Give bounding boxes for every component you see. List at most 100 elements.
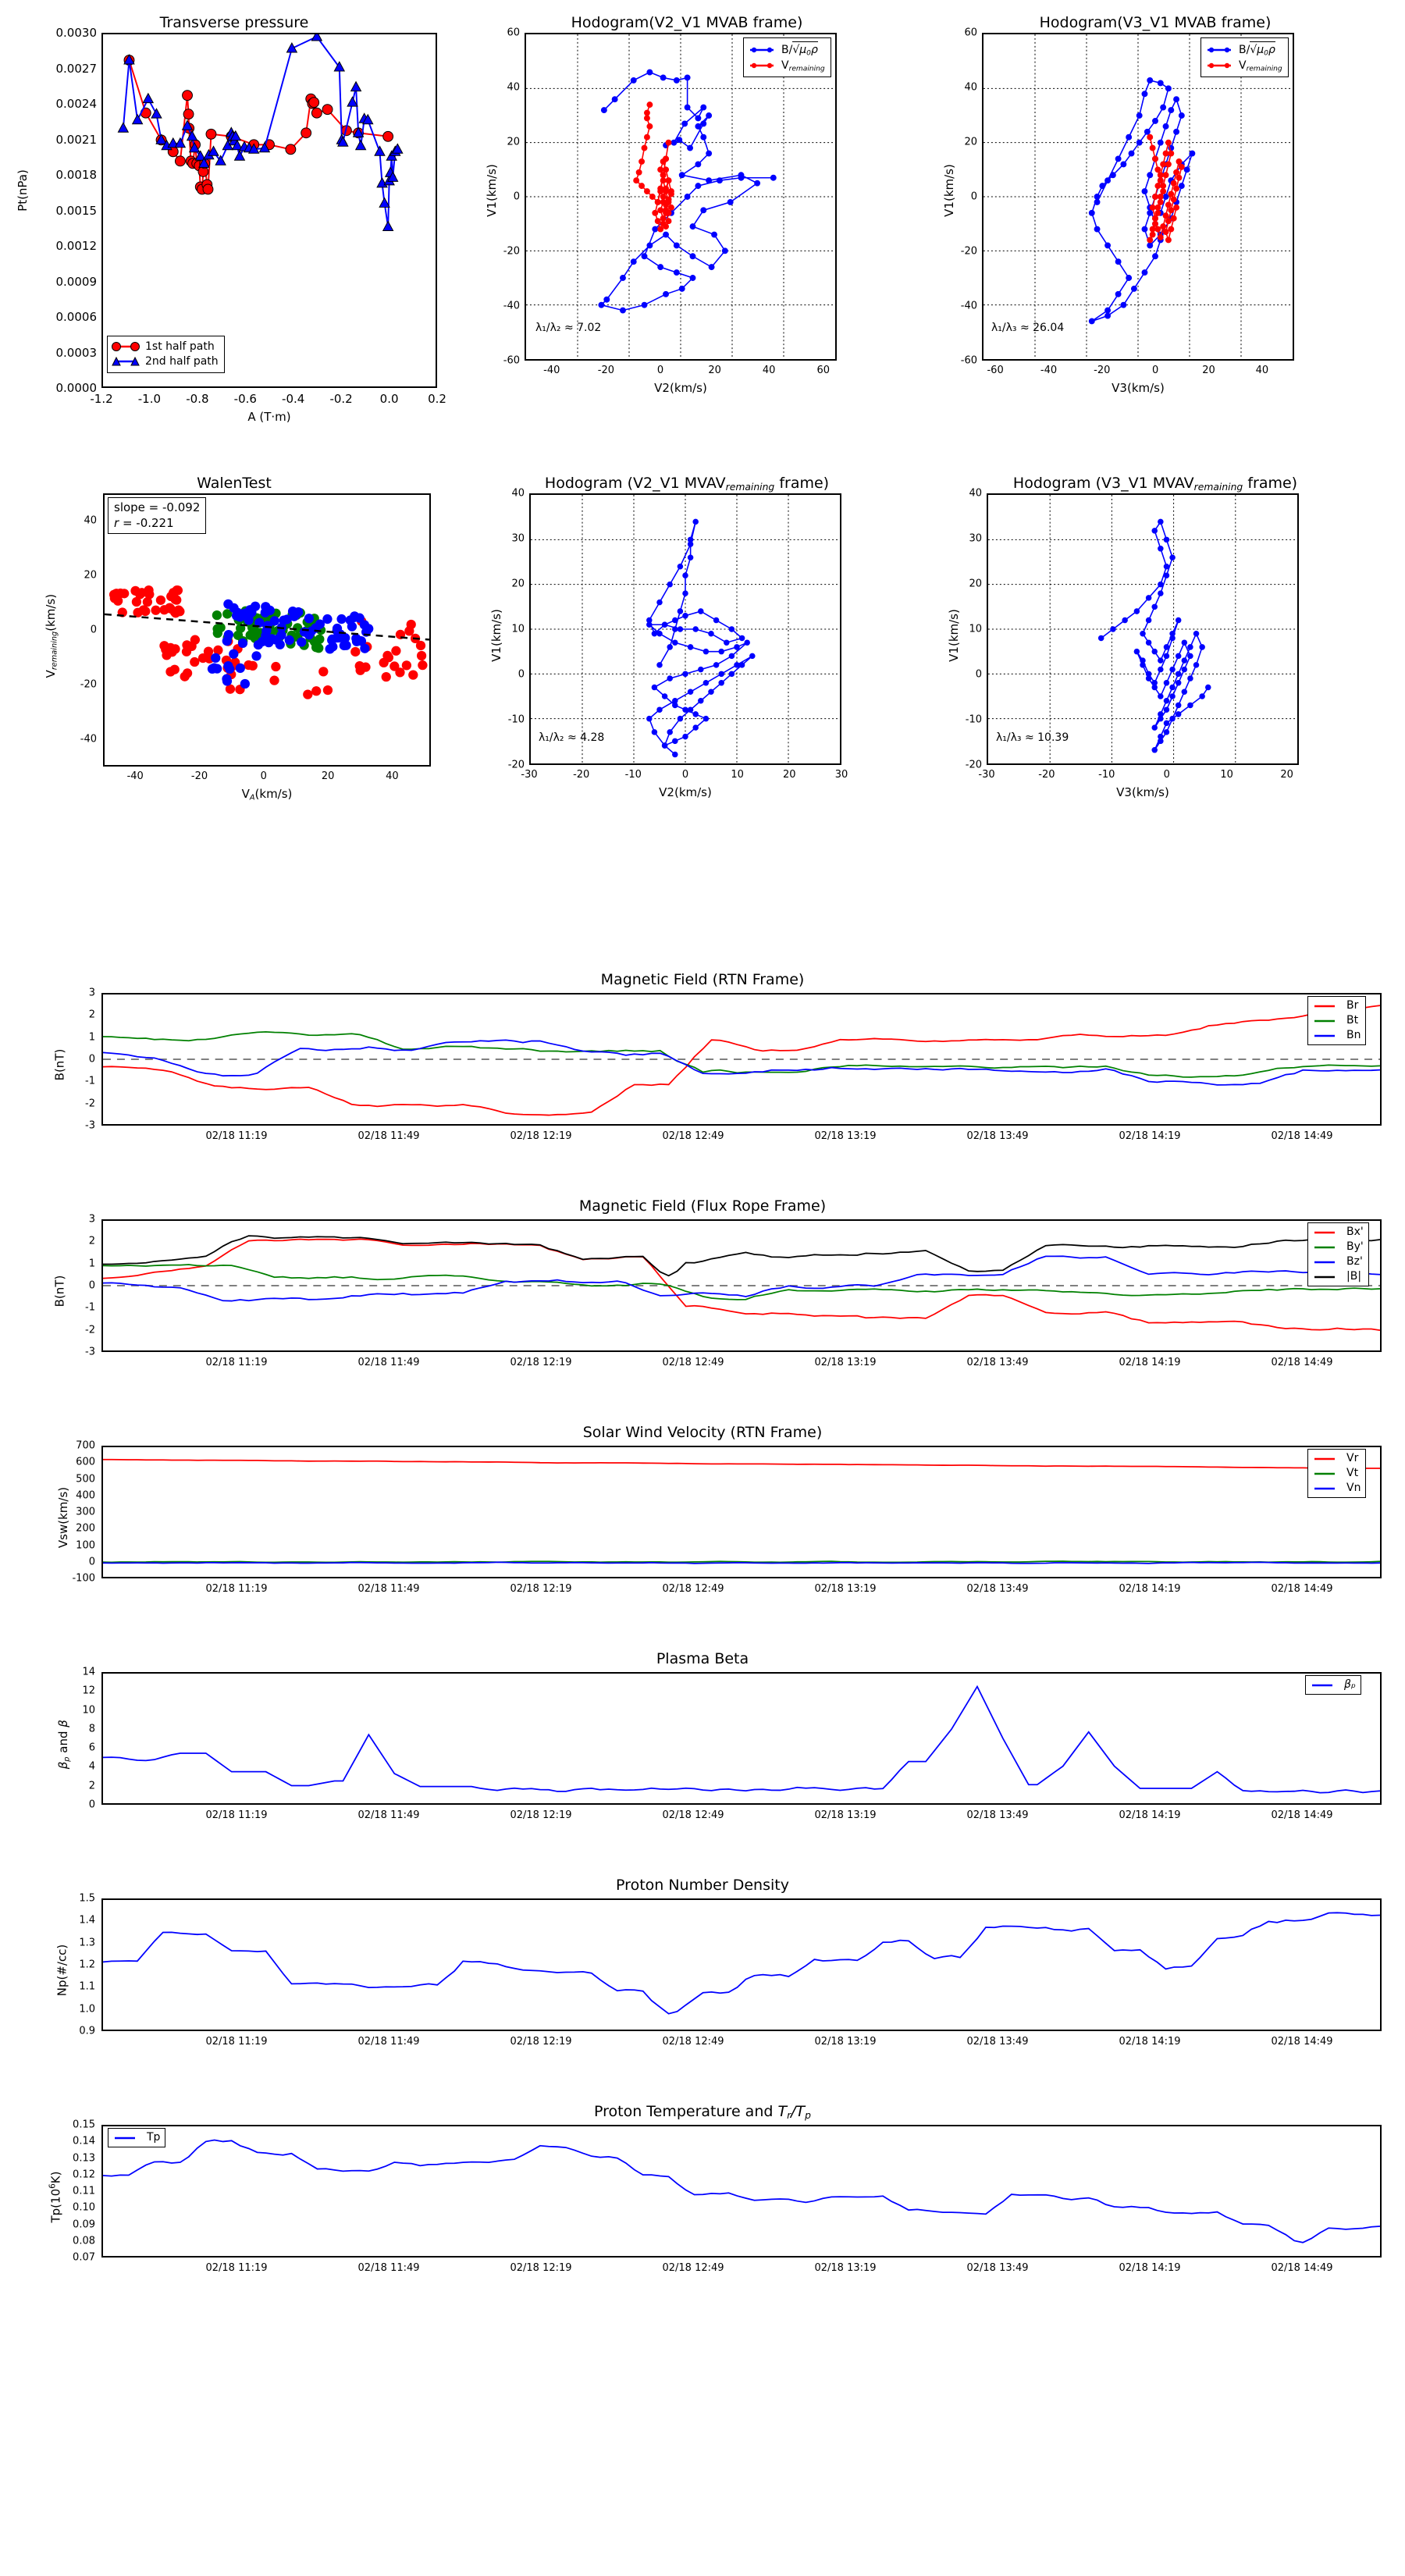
blue-line-dot-icon bbox=[1205, 44, 1233, 55]
hodogram1-plot bbox=[526, 34, 835, 359]
legend-item-bz: Bz' bbox=[1313, 1254, 1364, 1269]
legend-item-vn: Vn bbox=[1313, 1481, 1361, 1496]
panel-title: Transverse pressure bbox=[159, 14, 309, 31]
red-line-dot-icon bbox=[748, 60, 776, 71]
legend-label: βₚ bbox=[1344, 1678, 1356, 1691]
blue-line-icon bbox=[113, 2132, 141, 2143]
panel-walen-test: WalenTest Vremaining(km/s) VA(km/s) -40 … bbox=[16, 468, 453, 804]
plot-area bbox=[987, 493, 1299, 765]
blue-line-icon bbox=[1311, 1679, 1339, 1690]
blue-line-icon bbox=[1313, 1482, 1341, 1493]
legend-item-bn: Bn bbox=[1313, 1028, 1361, 1043]
red-line-icon bbox=[1313, 1000, 1341, 1011]
legend-label-alfven: B/√μ0ρ bbox=[781, 41, 818, 59]
legend-label: Bn bbox=[1346, 1028, 1361, 1041]
red-line-dot-icon bbox=[1205, 60, 1233, 71]
panel-proton-number-density: Proton Number Density Np(#/cc) 0.9 1.0 1… bbox=[16, 1873, 1389, 2069]
plot-area bbox=[525, 33, 837, 361]
bfield-flux-rope-plot bbox=[103, 1235, 1380, 1332]
black-line-icon bbox=[1313, 1271, 1341, 1282]
legend-item-alfven: B/√μ0ρ bbox=[748, 41, 825, 59]
fit-r-label: r = -0.221 bbox=[114, 515, 174, 530]
plot-area bbox=[982, 33, 1294, 361]
legend-label: Bz' bbox=[1346, 1254, 1363, 1268]
panel-title: Hodogram (V2_V1 MVAVremaining frame) bbox=[544, 475, 830, 493]
legend-label-vremaining: Vremaining bbox=[781, 59, 825, 73]
legend-label: Vt bbox=[1346, 1466, 1359, 1479]
blue-line-dot-icon bbox=[748, 44, 776, 55]
hodogram4-plot bbox=[988, 495, 1297, 763]
blue-line-icon bbox=[1313, 1030, 1341, 1041]
panel-hodogram-v3v1-mvav: Hodogram (V3_V1 MVAVremaining frame) V1(… bbox=[921, 468, 1389, 804]
legend-label: Br bbox=[1346, 999, 1359, 1012]
panel-title: Hodogram(V2_V1 MVAB frame) bbox=[571, 14, 803, 31]
x-axis-label: V2(km/s) bbox=[659, 785, 712, 799]
x-axis-label: VA(km/s) bbox=[241, 787, 293, 802]
legend-label: Bx' bbox=[1346, 1226, 1364, 1238]
legend-item-bt: Bt bbox=[1313, 1013, 1361, 1028]
proton-density-plot bbox=[103, 1912, 1380, 2015]
red-line-icon bbox=[1313, 1453, 1341, 1464]
legend[interactable]: Vr Vt Vn bbox=[1307, 1449, 1367, 1498]
green-line-icon bbox=[1313, 1015, 1341, 1026]
y-axis-label: Pt(nPa) bbox=[15, 169, 30, 212]
panel-title: WalenTest bbox=[197, 475, 272, 492]
x-axis-label: V2(km/s) bbox=[654, 381, 707, 395]
blue-line-icon bbox=[1313, 1256, 1341, 1267]
legend-label: Bt bbox=[1346, 1013, 1359, 1026]
legend-label-vremaining: Vremaining bbox=[1239, 59, 1282, 73]
red-line-icon bbox=[1313, 1226, 1341, 1237]
green-line-icon bbox=[1313, 1241, 1341, 1252]
legend-item-bmag: |B| bbox=[1313, 1269, 1364, 1284]
x-axis-label: A (T·m) bbox=[247, 410, 291, 424]
legend-item-by: By' bbox=[1313, 1240, 1364, 1254]
legend-label: |B| bbox=[1346, 1269, 1362, 1283]
legend-label: Tp bbox=[147, 2131, 161, 2144]
plot-area bbox=[101, 993, 1382, 1126]
legend[interactable]: Br Bt Bn bbox=[1307, 996, 1367, 1045]
legend[interactable]: B/√μ0ρ Vremaining bbox=[743, 37, 831, 78]
legend[interactable]: Tp bbox=[108, 2128, 166, 2147]
plasma-beta-plot bbox=[103, 1685, 1380, 1794]
proton-temperature-plot bbox=[103, 2139, 1380, 2243]
legend-item-beta-p: βₚ bbox=[1311, 1678, 1356, 1692]
legend-item-2nd-half: 2nd half path bbox=[112, 354, 219, 369]
legend-label-alfven: B/√μ0ρ bbox=[1239, 41, 1275, 59]
panel-title: Hodogram(V3_V1 MVAB frame) bbox=[1039, 14, 1272, 31]
legend-item-vt: Vt bbox=[1313, 1466, 1361, 1481]
hodogram2-plot bbox=[984, 34, 1293, 359]
panel-title: Solar Wind Velocity (RTN Frame) bbox=[582, 1424, 823, 1441]
legend-item-1st-half: 1st half path bbox=[112, 340, 219, 354]
panel-hodogram-v3v1-mvab: Hodogram(V3_V1 MVAB frame) V1(km/s) V3(k… bbox=[921, 8, 1389, 445]
legend-label: 1st half path bbox=[145, 340, 215, 353]
legend-item-br: Br bbox=[1313, 998, 1361, 1013]
y-axis-label: Vremaining(km/s) bbox=[44, 593, 59, 678]
eigenvalue-ratio-annotation: λ₁/λ₂ ≈ 4.28 bbox=[539, 731, 605, 744]
panel-magnetic-field-rtn: Magnetic Field (RTN Frame) B(nT) -3 -2 -… bbox=[16, 968, 1389, 1163]
panel-title: Proton Number Density bbox=[616, 1877, 789, 1894]
y-axis-label: V1(km/s) bbox=[489, 609, 503, 662]
legend-label: 2nd half path bbox=[145, 354, 219, 368]
legend-label: Vn bbox=[1346, 1481, 1361, 1494]
x-axis-label: V3(km/s) bbox=[1116, 785, 1169, 799]
legend-item-vr: Vr bbox=[1313, 1451, 1361, 1466]
plot-area bbox=[101, 2125, 1382, 2258]
legend-item-vremaining: Vremaining bbox=[748, 59, 825, 74]
panel-title: Plasma Beta bbox=[656, 1650, 749, 1667]
legend[interactable]: Bx' By' Bz' |B| bbox=[1307, 1222, 1369, 1286]
legend[interactable]: B/√μ0ρ Vremaining bbox=[1200, 37, 1289, 78]
legend[interactable]: βₚ bbox=[1305, 1675, 1361, 1695]
legend[interactable]: 1st half path 2nd half path bbox=[107, 336, 225, 373]
panel-magnetic-field-flux-rope: Magnetic Field (Flux Rope Frame) B(nT) -… bbox=[16, 1194, 1389, 1389]
triangle-marker-icon bbox=[112, 356, 140, 367]
panel-title: Hodogram (V3_V1 MVAVremaining frame) bbox=[1012, 475, 1298, 493]
panel-hodogram-v2v1-mvab: Hodogram(V2_V1 MVAB frame) V1(km/s) V2(k… bbox=[468, 8, 905, 445]
plot-area bbox=[101, 33, 437, 388]
panel-plasma-beta: Plasma Beta βp and β 0 2 4 6 8 10 12 14 … bbox=[16, 1647, 1389, 1842]
legend-label: Vr bbox=[1346, 1452, 1359, 1464]
plot-area bbox=[101, 1446, 1382, 1578]
panel-solar-wind-velocity: Solar Wind Velocity (RTN Frame) Vsw(km/s… bbox=[16, 1421, 1389, 1616]
transverse-pressure-plot bbox=[117, 34, 404, 231]
panel-transverse-pressure: Transverse pressure Pt(nPa) A (T·m) 0.00… bbox=[16, 8, 453, 445]
